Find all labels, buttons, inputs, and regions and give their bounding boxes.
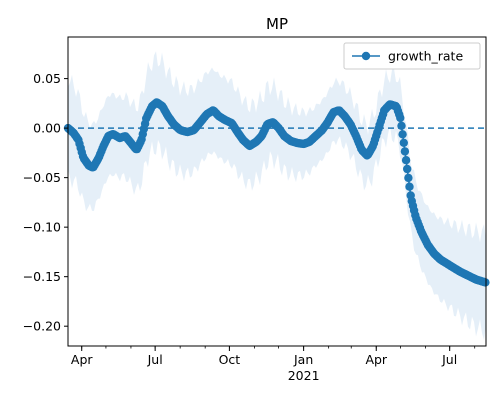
data-point: [401, 156, 411, 165]
y-tick-label: 0.05: [33, 71, 61, 86]
legend-label: growth_rate: [388, 49, 463, 64]
y-tick-label: −0.05: [23, 170, 61, 185]
legend-marker-swatch: [361, 51, 371, 61]
y-tick-label: −0.15: [23, 269, 61, 284]
x-tick-label: Apr: [365, 352, 387, 367]
data-point: [404, 173, 413, 183]
year-label: 2021: [288, 368, 320, 383]
x-tick-label: Apr: [71, 352, 93, 367]
x-tick-label: Oct: [219, 352, 241, 367]
legend-box: [343, 42, 481, 70]
series-layer: [63, 98, 490, 287]
confidence-band-layer: [68, 51, 486, 340]
data-point: [397, 121, 406, 130]
y-tick-label: 0.00: [33, 121, 61, 136]
confidence-band: [68, 51, 486, 340]
data-point: [396, 113, 405, 123]
y-tick-label: −0.20: [23, 319, 61, 334]
data-point: [481, 278, 490, 287]
data-point: [400, 147, 410, 156]
data-point: [398, 130, 407, 139]
chart-title: MP: [266, 15, 288, 33]
x-tick-label: Jul: [147, 352, 163, 367]
x-tick-label: Jan: [293, 352, 313, 367]
y-tick-label: −0.10: [23, 220, 61, 235]
axes-layer: 0.05 0.00 −0.05 −0.10 −0.15 −0.20 Apr Jul Oct Jan…: [23, 36, 487, 383]
plot-frame: [67, 36, 487, 347]
legend: growth_rate: [343, 42, 481, 70]
data-point: [403, 164, 412, 174]
data-point: [399, 138, 408, 147]
data-point: [405, 182, 414, 191]
x-tick-label: Jul: [441, 352, 457, 367]
